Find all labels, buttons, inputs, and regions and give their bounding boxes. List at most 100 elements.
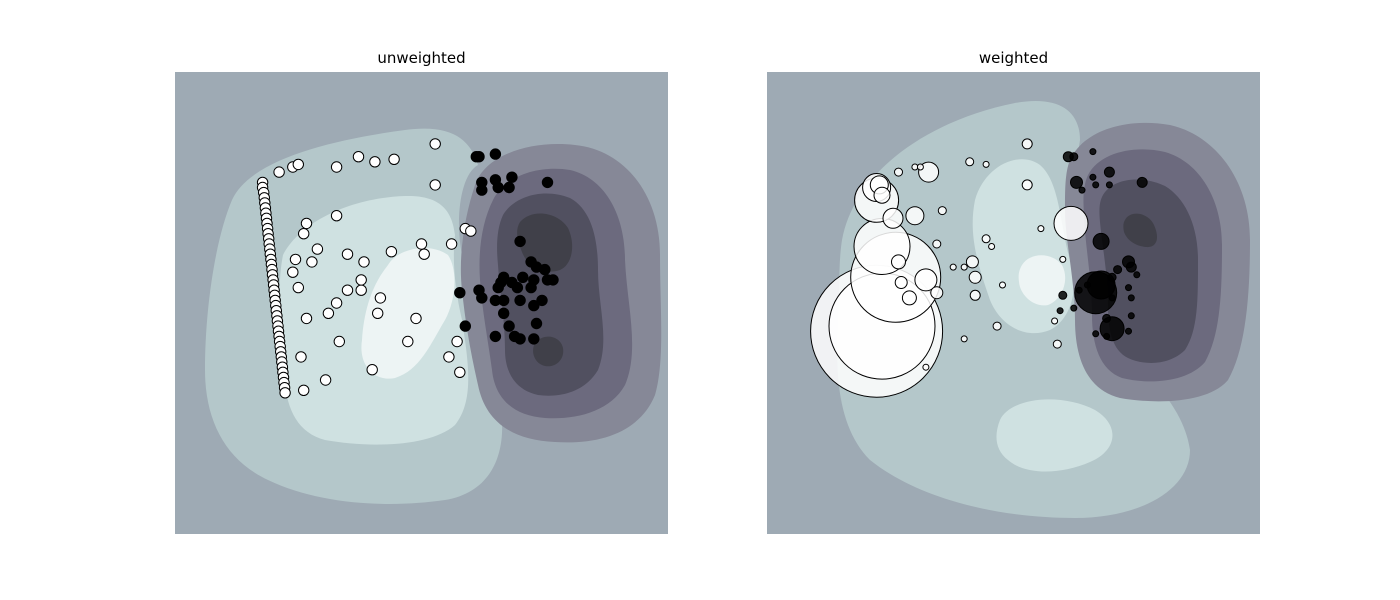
scatter-point-white xyxy=(930,286,944,300)
scatter-point-white xyxy=(894,276,908,289)
scatter-point-white xyxy=(295,351,307,363)
scatter-point-black xyxy=(1125,327,1132,335)
scatter-point-black xyxy=(536,294,548,307)
scatter-point-black xyxy=(498,294,510,307)
scatter-point-white xyxy=(289,253,302,266)
scatter-point-black xyxy=(1113,265,1123,275)
panel-weighted: weighted xyxy=(767,49,1260,534)
scatter-point-white xyxy=(287,266,299,278)
scatter-point-white xyxy=(388,153,400,166)
scatter-point-black xyxy=(503,320,515,332)
scatter-point-white xyxy=(330,210,343,222)
scatter-point-black xyxy=(1069,152,1079,162)
scatter-point-white xyxy=(901,290,917,306)
scatter-point-white xyxy=(429,179,441,191)
scatter-point-black xyxy=(1092,232,1110,250)
scatter-point-white xyxy=(319,374,332,386)
panel-unweighted: unweighted xyxy=(175,49,668,534)
scatter-points xyxy=(256,138,559,399)
scatter-point-black xyxy=(1056,307,1064,315)
scatter-point-white xyxy=(352,151,365,163)
scatter-point-white xyxy=(445,238,458,250)
scatter-point-white xyxy=(916,163,924,171)
scatter-point-black xyxy=(1105,181,1113,189)
scatter-point-black xyxy=(1078,186,1086,194)
scatter-point-black xyxy=(1075,286,1083,294)
scatter-point-white xyxy=(882,207,904,229)
scatter-point-black xyxy=(492,181,504,194)
scatter-point-white xyxy=(914,268,938,292)
scatter-point-white xyxy=(922,363,930,371)
contour-level-dark-4 xyxy=(1123,213,1158,248)
scatter-point-black xyxy=(1070,175,1083,189)
scatter-point-white xyxy=(355,274,367,286)
scatter-point-white xyxy=(905,206,925,226)
scatter-point-white xyxy=(932,239,942,249)
scatter-point-white xyxy=(1021,179,1033,191)
scatter-point-black xyxy=(1102,313,1112,323)
scatter-point-white xyxy=(968,270,982,284)
panel-title: weighted xyxy=(979,49,1048,67)
scatter-point-black xyxy=(1136,176,1148,188)
scatter-point-white xyxy=(311,243,324,255)
scatter-point-white xyxy=(298,228,310,240)
scatter-point-white xyxy=(372,307,384,319)
scatter-point-white xyxy=(960,335,968,343)
scatter-point-white xyxy=(992,321,1002,331)
scatter-point-white xyxy=(891,254,906,270)
scatter-point-black xyxy=(528,333,540,345)
scatter-point-white xyxy=(965,255,979,269)
scatter-point-white xyxy=(330,297,343,309)
scatter-point-white xyxy=(1059,255,1067,263)
decision-contours xyxy=(767,72,1260,534)
scatter-point-white xyxy=(330,161,343,173)
contour-level-dark-4b xyxy=(533,336,564,367)
scatter-point-white xyxy=(333,335,345,348)
scatter-point-white xyxy=(981,234,991,244)
scatter-point-white xyxy=(306,256,318,268)
scatter-point-white xyxy=(273,166,285,178)
scatter-points xyxy=(810,138,1148,398)
scatter-point-white xyxy=(429,138,441,150)
scatter-point-white xyxy=(1037,225,1045,233)
scatter-point-white xyxy=(292,281,304,294)
scatter-point-white xyxy=(443,351,455,363)
contour-level-light-2b xyxy=(996,399,1113,472)
scatter-point-white xyxy=(410,312,422,325)
scatter-point-black xyxy=(1107,272,1117,282)
scatter-point-white xyxy=(385,246,398,258)
scatter-point-black xyxy=(1127,294,1135,302)
scatter-point-white xyxy=(369,156,381,168)
scatter-point-black xyxy=(1127,312,1135,320)
scatter-point-black xyxy=(1089,148,1097,156)
scatter-point-black xyxy=(525,281,537,294)
scatter-point-black xyxy=(1058,290,1068,300)
scatter-point-white xyxy=(300,217,313,230)
scatter-point-white xyxy=(969,289,981,301)
scatter-point-white xyxy=(358,256,370,268)
scatter-point-black xyxy=(473,151,485,163)
scatter-point-black xyxy=(1083,281,1091,289)
scatter-point-white xyxy=(988,243,996,250)
scatter-point-black xyxy=(1089,173,1097,181)
scatter-point-black xyxy=(514,294,526,307)
contour-level-light-3 xyxy=(361,247,455,379)
scatter-point-black xyxy=(1103,332,1111,340)
scatter-point-white xyxy=(965,157,975,167)
scatter-point-black xyxy=(498,307,510,319)
scatter-point-white xyxy=(949,263,957,271)
scatter-point-white xyxy=(982,160,990,168)
scatter-point-black xyxy=(539,263,551,276)
scatter-point-white xyxy=(415,238,428,250)
decision-contours xyxy=(175,72,668,534)
scatter-point-black xyxy=(1070,304,1078,312)
scatter-point-black xyxy=(514,235,526,248)
scatter-point-white xyxy=(873,186,891,204)
scatter-point-black xyxy=(1125,261,1137,273)
scatter-point-white xyxy=(322,307,335,319)
scatter-point-black xyxy=(459,320,471,332)
scatter-point-black xyxy=(514,333,526,345)
scatter-point-white xyxy=(454,366,466,378)
scatter-point-white xyxy=(937,206,947,216)
scatter-point-black xyxy=(489,148,502,160)
